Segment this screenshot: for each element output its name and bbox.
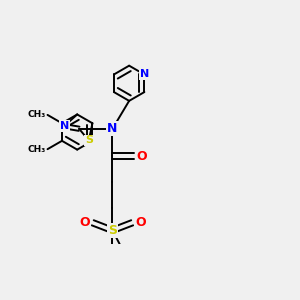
Text: N: N [59,121,69,131]
Text: CH₃: CH₃ [28,110,46,119]
Text: CH₃: CH₃ [28,145,46,154]
Text: O: O [79,216,90,229]
Text: N: N [107,122,118,135]
Text: O: O [135,216,146,229]
Text: O: O [137,150,147,163]
Text: N: N [140,70,149,80]
Text: S: S [85,135,93,146]
Text: S: S [108,224,117,237]
